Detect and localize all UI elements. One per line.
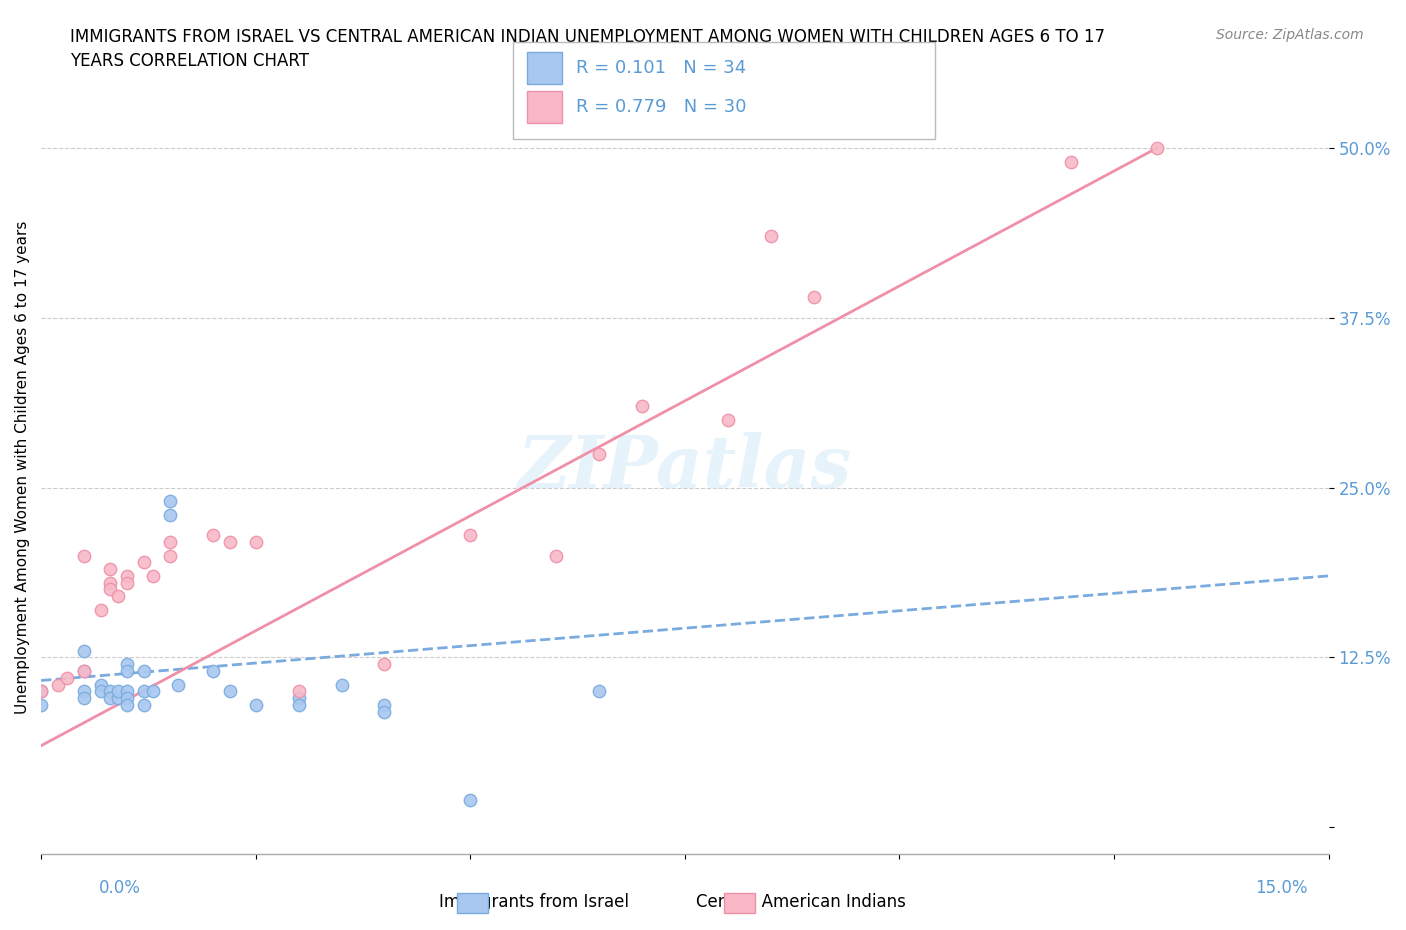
Point [373, 657, 395, 671]
Point [330, 677, 353, 692]
Point [115, 663, 138, 678]
Point [73, 691, 96, 706]
Text: R = 0.101   N = 34: R = 0.101 N = 34 [576, 59, 747, 77]
Point [98, 691, 121, 706]
Point [546, 548, 568, 563]
Point [132, 555, 155, 570]
Point [1060, 154, 1083, 169]
Point [98, 582, 121, 597]
Point [219, 535, 242, 550]
Point [373, 698, 395, 712]
Point [73, 684, 96, 698]
Point [107, 691, 129, 706]
Point [56, 671, 79, 685]
Point [115, 568, 138, 583]
Point [98, 562, 121, 577]
Point [90, 684, 112, 698]
Point [159, 494, 181, 509]
Point [717, 412, 740, 427]
Point [588, 446, 610, 461]
Point [30, 698, 52, 712]
Text: 15.0%: 15.0% [1256, 879, 1308, 897]
Point [73, 644, 96, 658]
Point [201, 663, 224, 678]
Point [167, 677, 190, 692]
Point [142, 568, 165, 583]
Point [115, 576, 138, 591]
Point [132, 684, 155, 698]
Text: IMMIGRANTS FROM ISRAEL VS CENTRAL AMERICAN INDIAN UNEMPLOYMENT AMONG WOMEN WITH : IMMIGRANTS FROM ISRAEL VS CENTRAL AMERIC… [70, 28, 1105, 70]
Point [30, 684, 52, 698]
Point [90, 677, 112, 692]
Point [159, 508, 181, 523]
Point [201, 527, 224, 542]
Point [132, 698, 155, 712]
Text: Central American Indians: Central American Indians [696, 893, 907, 910]
Point [107, 684, 129, 698]
Point [588, 684, 610, 698]
Text: Source: ZipAtlas.com: Source: ZipAtlas.com [1216, 28, 1364, 42]
Point [107, 589, 129, 604]
Point [1146, 140, 1168, 155]
Point [73, 663, 96, 678]
Point [132, 663, 155, 678]
Point [90, 603, 112, 618]
Point [98, 684, 121, 698]
Point [98, 576, 121, 591]
Point [458, 792, 481, 807]
Point [458, 527, 481, 542]
Text: 0.0%: 0.0% [98, 879, 141, 897]
Point [30, 684, 52, 698]
Point [159, 535, 181, 550]
Point [803, 290, 825, 305]
Y-axis label: Unemployment Among Women with Children Ages 6 to 17 years: Unemployment Among Women with Children A… [15, 220, 30, 714]
Point [287, 698, 309, 712]
Point [115, 698, 138, 712]
Point [73, 548, 96, 563]
Text: Immigrants from Israel: Immigrants from Israel [439, 893, 630, 910]
Text: ZIPatlas: ZIPatlas [517, 432, 852, 503]
Point [159, 548, 181, 563]
Point [219, 684, 242, 698]
Point [287, 691, 309, 706]
Point [115, 691, 138, 706]
Text: R = 0.779   N = 30: R = 0.779 N = 30 [576, 98, 747, 116]
Point [73, 663, 96, 678]
Point [245, 698, 267, 712]
Point [373, 704, 395, 719]
Point [115, 657, 138, 671]
Point [115, 684, 138, 698]
Point [245, 535, 267, 550]
Point [142, 684, 165, 698]
Point [631, 399, 654, 414]
Point [287, 684, 309, 698]
Point [46, 677, 69, 692]
Point [759, 229, 782, 244]
